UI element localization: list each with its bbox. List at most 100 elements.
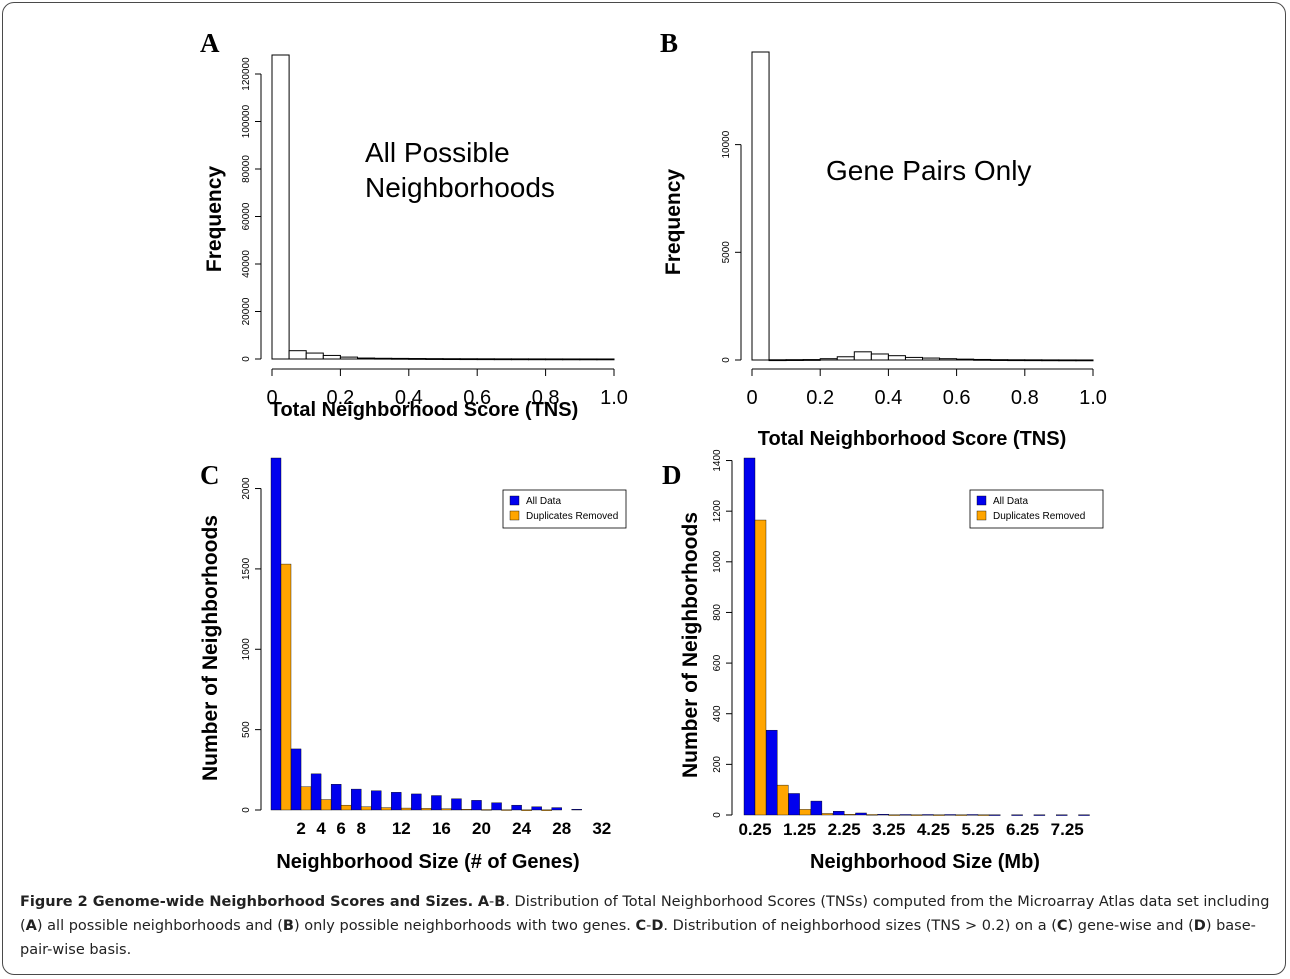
y-tick-label: 5000 (721, 241, 732, 264)
panel-b-y-ticks: 0 5000 10000 (721, 130, 742, 363)
y-tick-label: 40000 (241, 250, 252, 278)
legend-label: All Data (526, 496, 561, 507)
x-tick-label: 12 (392, 819, 411, 838)
x-tick-label: 1.25 (783, 820, 816, 839)
x-tick-label: 20 (472, 819, 491, 838)
histogram-bar (922, 357, 941, 361)
y-tick-label: 1200 (712, 500, 723, 523)
bar-duplicates-removed (320, 799, 332, 811)
caption-segment: - (489, 894, 495, 910)
panel-a-letter: A (200, 28, 220, 58)
panel-b-y-axis-label: Frequency (662, 169, 685, 276)
panel-c: C Number of Neighborhoods Neighborhood S… (199, 457, 627, 873)
panel-d-bars (743, 457, 1090, 816)
bar-all-data (1033, 814, 1046, 816)
y-tick-label: 120000 (241, 57, 252, 91)
panel-d-y-axis-label: Number of Neighborhoods (679, 512, 702, 778)
histogram-bar (322, 354, 341, 360)
panel-c-x-ticks: 2 4 6 8 12 16 20 24 28 32 (296, 819, 611, 838)
y-tick-label: 800 (712, 604, 723, 621)
histogram-bar (870, 353, 889, 361)
x-tick-label: 0.6 (943, 387, 971, 409)
histogram-bar (836, 356, 855, 361)
y-tick-label: 0 (721, 357, 732, 363)
histogram-bar (357, 357, 376, 360)
panel-a: A All Possible Neighborhoods Frequency T… (200, 28, 628, 421)
bar-duplicates-removed (910, 814, 923, 816)
panel-a-x-axis-label: Total Neighborhood Score (TNS) (270, 399, 579, 421)
caption-segment: C (635, 918, 647, 934)
bar-all-data (551, 807, 562, 811)
panel-c-letter: C (200, 460, 220, 490)
histogram-bar (1024, 359, 1043, 362)
histogram-bar (802, 359, 821, 361)
bar-duplicates-removed (521, 809, 532, 811)
legend-swatch-all-data (976, 495, 987, 506)
x-tick-label: 0.25 (738, 820, 771, 839)
x-tick-label: 2 (296, 819, 305, 838)
bar-all-data (571, 808, 582, 811)
histogram-bar (271, 54, 290, 360)
bar-duplicates-removed (340, 804, 352, 811)
bar-all-data (330, 784, 342, 811)
y-tick-label: 60000 (241, 202, 252, 230)
histogram-bar (579, 358, 598, 361)
bar-all-data (431, 795, 442, 811)
figure-panels: A All Possible Neighborhoods Frequency T… (199, 28, 1107, 873)
figure-caption: Figure 2 Genome-wide Neighborhood Scores… (20, 890, 1270, 962)
x-tick-label: 28 (552, 819, 571, 838)
bar-duplicates-removed (821, 813, 834, 816)
histogram-bar (939, 358, 958, 361)
bar-duplicates-removed (977, 814, 990, 816)
y-tick-label: 80000 (241, 155, 252, 183)
bar-all-data (855, 812, 867, 816)
histogram-bar (887, 355, 906, 361)
bar-all-data (877, 814, 889, 816)
x-tick-label: 6 (336, 819, 345, 838)
y-tick-label: 400 (712, 705, 723, 722)
x-tick-label: 1.0 (1079, 387, 1107, 409)
bar-all-data (899, 814, 912, 816)
y-tick-label: 0 (241, 356, 252, 362)
histogram-bar (305, 352, 324, 360)
bar-all-data (766, 729, 778, 816)
histogram-bar (819, 358, 838, 361)
bar-all-data (391, 792, 402, 811)
x-tick-label: 0.8 (1011, 387, 1039, 409)
bar-all-data (743, 457, 756, 816)
legend-label: Duplicates Removed (526, 511, 618, 522)
caption-segment: - (646, 918, 652, 934)
bar-duplicates-removed (421, 808, 432, 811)
panel-b-annotation: Gene Pairs Only (826, 155, 1031, 186)
x-tick-label: 1.0 (600, 387, 628, 409)
panel-a-y-axis-label: Frequency (203, 166, 226, 273)
histogram-bar (288, 350, 307, 360)
bar-all-data (270, 457, 282, 811)
bar-duplicates-removed (777, 784, 789, 816)
x-tick-label: 16 (432, 819, 451, 838)
caption-segment: . Distribution of neighborhood sizes (TN… (663, 918, 1057, 934)
x-tick-label: 4.25 (917, 820, 950, 839)
histogram-bar (973, 358, 992, 361)
caption-segment: D (651, 918, 664, 934)
panel-d: D Number of Neighborhoods Neighborhood S… (662, 449, 1104, 873)
caption-segment: . Distribution of Total Neighborhood Sco… (20, 894, 1270, 934)
panel-d-x-ticks: 0.25 1.25 2.25 3.25 4.25 5.25 6.25 7.25 (738, 820, 1083, 839)
bar-duplicates-removed (441, 808, 452, 811)
bar-all-data (788, 793, 800, 816)
bar-all-data (1011, 814, 1023, 816)
caption-segment: C (1056, 918, 1068, 934)
bar-all-data (371, 790, 382, 811)
histogram-bar (459, 358, 478, 361)
bar-all-data (922, 814, 934, 816)
y-tick-label: 100000 (241, 104, 252, 138)
histogram-bar (1007, 359, 1026, 362)
legend-label: All Data (993, 496, 1028, 507)
caption-segment: ) all possible neighborhoods and ( (36, 918, 283, 934)
y-tick-label: 1000 (712, 550, 723, 573)
caption-segment: ) only possible neighborhoods with two g… (293, 918, 636, 934)
bar-all-data (471, 800, 482, 811)
panel-b-letter: B (660, 28, 678, 58)
y-tick-label: 20000 (241, 297, 252, 325)
